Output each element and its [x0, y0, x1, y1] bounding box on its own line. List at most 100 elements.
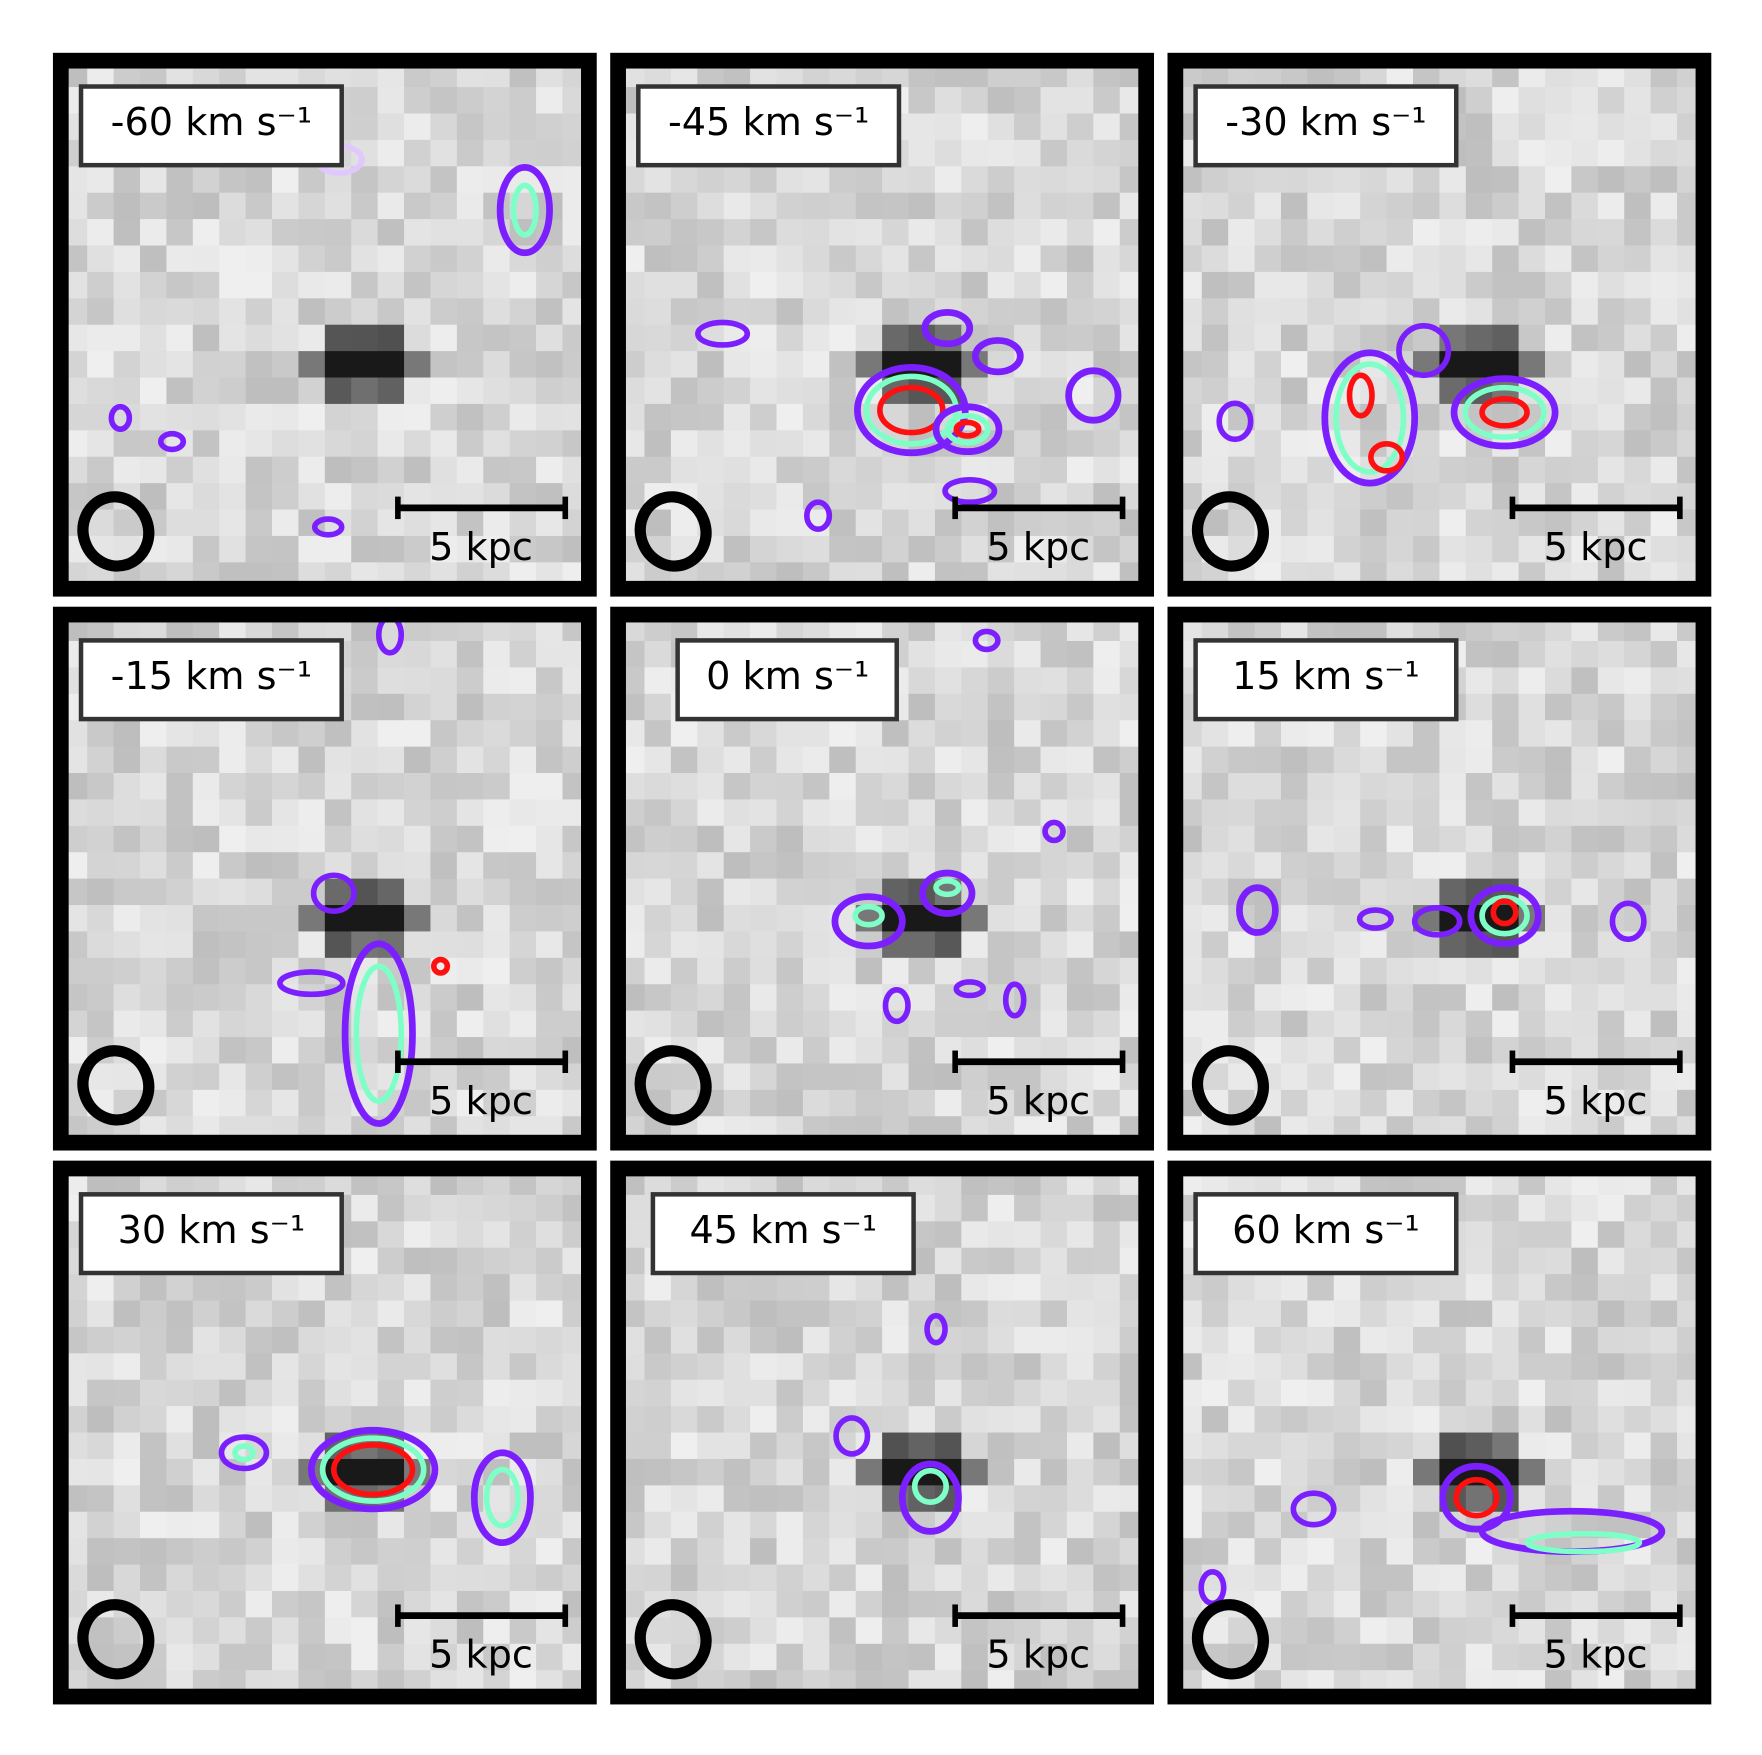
pixel: [802, 1353, 830, 1381]
pixel: [697, 1274, 725, 1302]
pixel: [1624, 219, 1652, 247]
contour: [1450, 375, 1559, 450]
pixel: [87, 456, 115, 484]
pixel: [1040, 535, 1068, 563]
pixel: [802, 1379, 830, 1407]
pixel: [377, 351, 405, 379]
pixel: [1360, 1564, 1388, 1592]
pixel: [1014, 377, 1042, 405]
pixel: [377, 403, 405, 431]
pixel: [192, 1643, 220, 1671]
pixel: [908, 1063, 936, 1091]
pixel: [697, 852, 725, 880]
pixel: [1201, 825, 1229, 853]
pixel: [1066, 799, 1094, 827]
pixel: [536, 1274, 564, 1302]
pixel: [1571, 693, 1599, 721]
pixel: [829, 773, 857, 800]
pixel: [483, 1379, 511, 1407]
pixel: [723, 1564, 751, 1592]
pixel: [1597, 878, 1625, 906]
pixel: [483, 1643, 511, 1671]
pixel: [802, 1432, 830, 1460]
pixel: [1228, 1300, 1256, 1328]
pixel: [1014, 1089, 1042, 1117]
pixel: [882, 509, 910, 537]
pixel: [192, 1037, 220, 1065]
pixel: [1518, 640, 1546, 668]
scale-label: 5 kpc: [429, 526, 533, 570]
pixel: [1624, 693, 1652, 721]
pixel: [1492, 825, 1520, 853]
pixel: [245, 509, 273, 537]
pixel: [934, 139, 962, 167]
pixel: [192, 773, 220, 800]
pixel: [1545, 799, 1572, 827]
pixel: [723, 166, 751, 194]
pixel: [723, 1089, 751, 1117]
pixel: [1093, 1221, 1121, 1249]
pixel: [536, 1089, 564, 1117]
pixel: [456, 1564, 484, 1592]
pixel: [723, 351, 751, 379]
pixel: [829, 957, 857, 985]
pixel: [298, 351, 326, 379]
pixel: [536, 1643, 564, 1671]
pixel: [1386, 1432, 1414, 1460]
pixel: [1307, 298, 1335, 326]
pixel: [1201, 192, 1229, 220]
pixel: [882, 535, 910, 563]
pixel: [670, 1511, 698, 1539]
pixel: [1545, 773, 1572, 800]
pixel: [1280, 245, 1308, 273]
pixel: [140, 192, 167, 220]
pixel: [1254, 245, 1282, 273]
pixel: [697, 245, 725, 273]
pixel: [1360, 1089, 1388, 1117]
pixel: [509, 351, 537, 379]
pixel: [1439, 1432, 1467, 1460]
pixel: [1439, 456, 1467, 484]
pixel: [882, 1326, 910, 1354]
pixel: [245, 1590, 273, 1618]
pixel: [1014, 298, 1042, 326]
pixel: [829, 166, 857, 194]
pixel: [908, 192, 936, 220]
label-box: [1193, 1192, 1459, 1276]
pixel: [1093, 535, 1121, 563]
pixel: [536, 1458, 564, 1486]
pixel: [536, 1247, 564, 1275]
pixel: [1650, 905, 1678, 932]
pixel: [776, 1406, 804, 1434]
pixel: [1280, 1353, 1308, 1381]
pixel: [802, 1643, 830, 1671]
pixel: [536, 957, 564, 985]
pixel: [1093, 219, 1121, 247]
pixel: [670, 271, 698, 299]
pixel: [219, 430, 247, 458]
pixel: [509, 1247, 537, 1275]
pixel: [1228, 957, 1256, 985]
pixel: [272, 271, 299, 299]
pixel: [483, 1063, 511, 1091]
pixel: [987, 1247, 1015, 1275]
pixel: [1571, 799, 1599, 827]
pixel: [1597, 324, 1625, 352]
pixel: [272, 219, 299, 247]
scale-label: 5 kpc: [1544, 1080, 1648, 1124]
pixel: [934, 1432, 962, 1460]
contour: [1368, 440, 1406, 474]
pixel: [1571, 667, 1599, 695]
pixel: [1066, 825, 1094, 853]
pixel: [802, 799, 830, 827]
pixel: [776, 931, 804, 959]
pixel: [1571, 87, 1599, 115]
pixel: [1066, 1511, 1094, 1539]
pixel: [1439, 1274, 1467, 1302]
pixel: [1439, 1564, 1467, 1592]
pixel: [1492, 87, 1520, 115]
pixel: [1386, 166, 1414, 194]
pixel: [166, 351, 194, 379]
pixel: [1228, 271, 1256, 299]
pixel: [140, 245, 167, 273]
